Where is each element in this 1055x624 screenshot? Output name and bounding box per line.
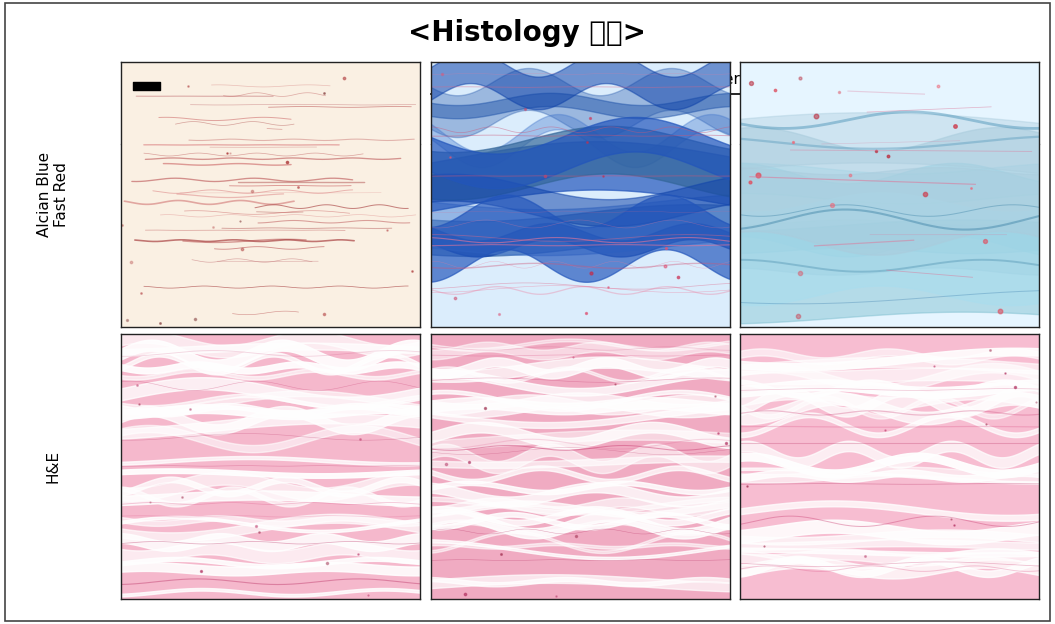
Text: Alcian Blue
Fast Red: Alcian Blue Fast Red	[37, 152, 69, 237]
Text: <Histology 분석>: <Histology 분석>	[408, 19, 647, 47]
Text: Achilles tendon: Achilles tendon	[517, 109, 644, 127]
Text: Overuse: Overuse	[703, 72, 767, 87]
Text: Naïve: Naïve	[247, 109, 294, 127]
Text: H&E: H&E	[45, 450, 60, 484]
Text: Supraspinatustendon: Supraspinatustendon	[801, 109, 978, 127]
